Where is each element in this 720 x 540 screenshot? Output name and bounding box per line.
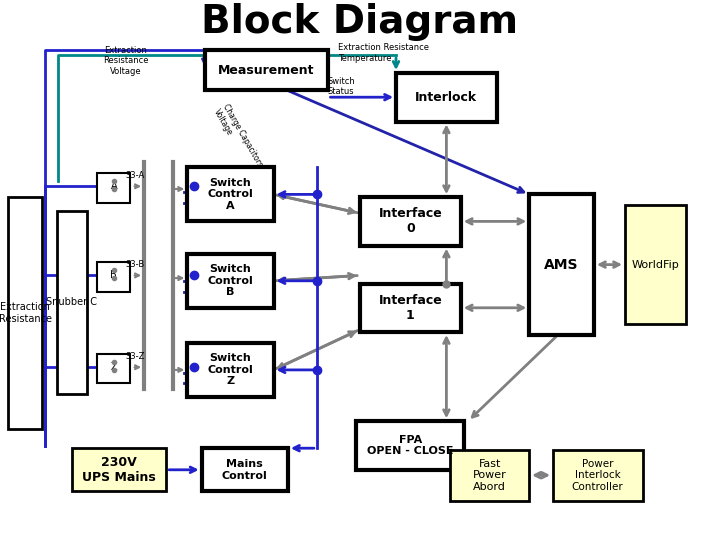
Text: Block Diagram: Block Diagram — [202, 3, 518, 40]
Bar — [97, 173, 130, 202]
Bar — [57, 211, 87, 394]
Text: Interface
1: Interface 1 — [379, 294, 442, 322]
Bar — [396, 73, 497, 122]
Bar — [8, 197, 42, 429]
Text: Interlock: Interlock — [415, 91, 477, 104]
Bar — [356, 421, 464, 470]
Bar — [360, 197, 461, 246]
Text: Extraction
Resistance
Voltage: Extraction Resistance Voltage — [103, 46, 149, 76]
Text: AMS: AMS — [544, 258, 579, 272]
Text: FPA
OPEN - CLOSE: FPA OPEN - CLOSE — [367, 435, 454, 456]
Bar — [553, 449, 643, 501]
Text: WorldFip: WorldFip — [631, 260, 679, 269]
Bar — [97, 262, 130, 292]
Bar — [202, 448, 288, 491]
Text: Mains
Control: Mains Control — [222, 459, 268, 481]
Text: S3-B: S3-B — [126, 260, 145, 269]
Text: Measurement: Measurement — [218, 64, 315, 77]
Text: Switch
Status: Switch Status — [328, 77, 356, 96]
Bar — [360, 284, 461, 332]
Bar — [187, 254, 274, 308]
Bar — [187, 167, 274, 221]
Bar — [625, 205, 685, 324]
Text: Charge Capacitors
Voltage: Charge Capacitors Voltage — [212, 103, 265, 174]
Text: Interface
0: Interface 0 — [379, 207, 442, 235]
Bar — [529, 194, 594, 335]
Text: Z: Z — [110, 362, 117, 372]
Text: B: B — [110, 271, 117, 280]
Text: A: A — [110, 181, 117, 191]
Text: Snubber C: Snubber C — [47, 298, 97, 307]
Bar — [72, 448, 166, 491]
Bar — [97, 354, 130, 383]
Text: Switch
Control
A: Switch Control A — [207, 178, 253, 211]
Text: Extraction Resistance
Temperature: Extraction Resistance Temperature — [338, 43, 429, 63]
Text: Extraction
Resistance: Extraction Resistance — [0, 302, 52, 324]
Bar — [205, 50, 328, 90]
Bar — [450, 449, 529, 501]
Text: S3-A: S3-A — [126, 171, 145, 180]
Text: Switch
Control
B: Switch Control B — [207, 264, 253, 298]
Text: Power
Interlock
Controller: Power Interlock Controller — [572, 458, 624, 492]
Text: 230V
UPS Mains: 230V UPS Mains — [82, 456, 156, 484]
Bar — [187, 343, 274, 397]
Text: Fast
Power
Abord: Fast Power Abord — [473, 458, 506, 492]
Text: Switch
Control
Z: Switch Control Z — [207, 353, 253, 387]
Text: S3-Z: S3-Z — [126, 352, 145, 361]
